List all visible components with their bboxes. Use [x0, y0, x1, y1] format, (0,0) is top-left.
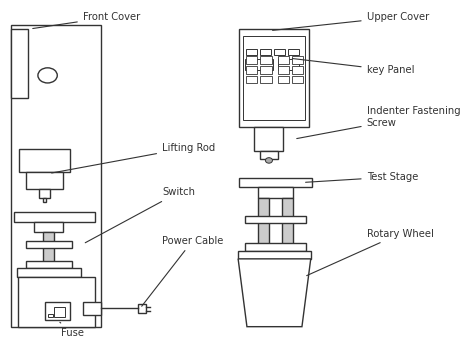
Bar — [292, 57, 303, 64]
Circle shape — [265, 158, 273, 163]
Bar — [274, 49, 285, 55]
Bar — [292, 76, 303, 83]
Bar — [83, 302, 101, 315]
Text: Upper Cover: Upper Cover — [273, 12, 429, 30]
Bar — [26, 172, 63, 189]
Bar — [260, 57, 272, 64]
Bar — [35, 222, 63, 232]
Bar — [46, 302, 70, 321]
Bar — [278, 66, 289, 74]
Bar — [278, 57, 289, 64]
Bar — [246, 49, 256, 55]
Polygon shape — [238, 259, 311, 327]
Bar — [138, 304, 146, 313]
Bar — [18, 277, 95, 327]
Bar — [260, 76, 272, 83]
Bar — [245, 59, 273, 70]
Bar — [54, 307, 65, 317]
Bar — [26, 240, 72, 247]
Bar — [282, 197, 293, 279]
Bar — [19, 150, 70, 172]
Bar — [258, 197, 269, 279]
Bar — [239, 178, 311, 187]
Bar — [26, 261, 72, 268]
Bar — [239, 29, 310, 127]
Bar — [288, 49, 299, 55]
Text: Test Stage: Test Stage — [306, 172, 418, 182]
Text: Lifting Rod: Lifting Rod — [52, 143, 215, 173]
Bar — [246, 76, 257, 83]
Bar — [238, 251, 311, 259]
Text: Front Cover: Front Cover — [33, 12, 140, 28]
Text: Rotary Wheel: Rotary Wheel — [307, 229, 434, 276]
Text: Indenter Fastening
Screw: Indenter Fastening Screw — [297, 106, 460, 138]
Text: key Panel: key Panel — [292, 59, 414, 75]
Bar — [260, 66, 272, 74]
Bar — [292, 66, 303, 74]
Bar — [17, 268, 81, 277]
Bar — [39, 189, 50, 197]
Bar — [11, 25, 101, 327]
Bar — [245, 216, 306, 223]
Bar — [255, 127, 283, 151]
Bar — [258, 187, 293, 197]
Bar — [244, 36, 305, 120]
Bar — [245, 243, 306, 251]
Text: Switch: Switch — [85, 187, 195, 243]
Bar — [278, 76, 289, 83]
Bar — [278, 59, 299, 70]
Circle shape — [38, 68, 57, 83]
Text: Power Cable: Power Cable — [142, 236, 223, 306]
Text: Fuse: Fuse — [60, 322, 84, 338]
Bar — [48, 314, 53, 317]
Bar — [246, 57, 257, 64]
Bar — [260, 151, 278, 159]
Bar — [11, 29, 28, 98]
Bar — [43, 197, 46, 202]
Bar — [43, 232, 54, 296]
Bar — [246, 66, 257, 74]
Bar — [14, 212, 95, 222]
Bar — [260, 49, 271, 55]
